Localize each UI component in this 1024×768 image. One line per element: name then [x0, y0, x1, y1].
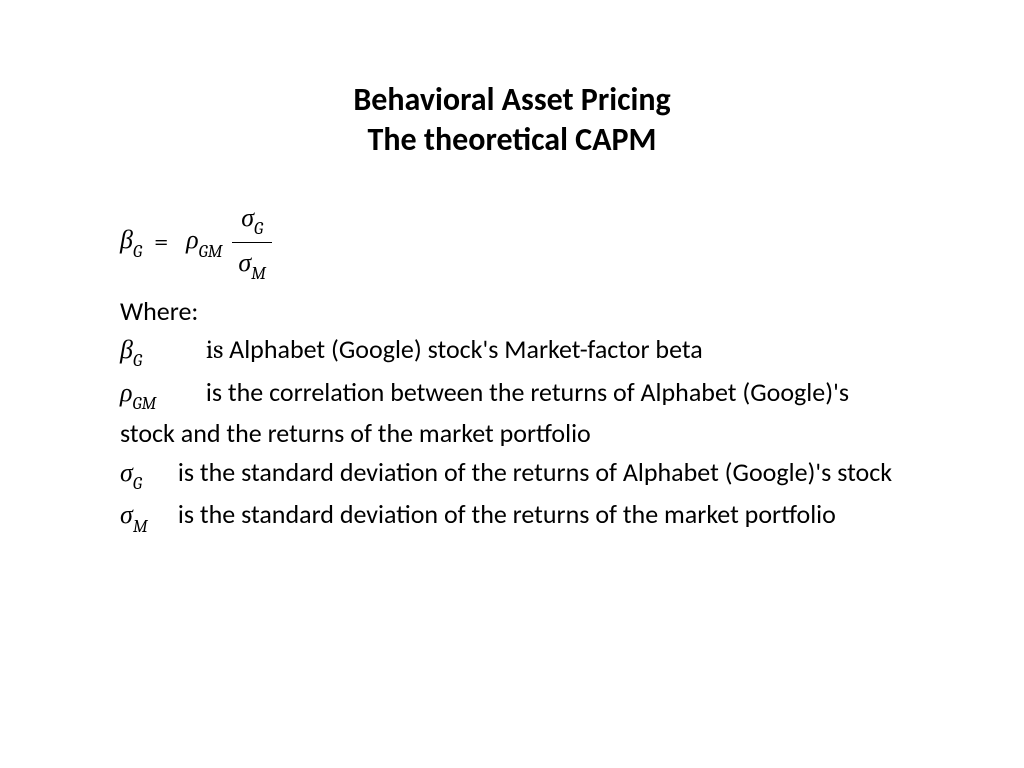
title-line-1: Behavioral Asset Pricing [120, 80, 904, 120]
definition-beta-g: βG is Alphabet (Google) stock's Market-f… [120, 331, 904, 372]
sigma-g-sub: G [133, 474, 142, 494]
rho-symbol: ρ [186, 225, 198, 255]
formula-fraction: σG σM [232, 200, 272, 285]
rho-subscript: GM [199, 242, 223, 262]
sigma-g-subscript: G [254, 219, 263, 239]
fraction-denominator: σM [232, 242, 272, 285]
def-beta-g-symbol: βG [120, 332, 200, 372]
rho-var: ρ [120, 378, 132, 408]
def-beta-g-text: Alphabet (Google) stock's Market-factor … [223, 333, 702, 365]
def-rho-gm-text: is the correlation between the returns o… [120, 376, 849, 449]
slide-title: Behavioral Asset Pricing The theoretical… [120, 80, 904, 160]
formula-rho: ρGM [180, 222, 222, 262]
definition-rho-gm: ρGM is the correlation between the retur… [120, 374, 904, 451]
rho-sub: GM [132, 394, 156, 414]
sigma-g-symbol: σ [241, 203, 254, 233]
sigma-m-symbol: σ [238, 248, 251, 278]
def-sigma-g-text: is the standard deviation of the returns… [178, 456, 892, 488]
beta-var: β [120, 335, 133, 365]
def-sigma-g-symbol: σG [120, 455, 172, 495]
equals-sign: = [154, 224, 168, 260]
def-sigma-m-text: is the standard deviation of the returns… [178, 498, 836, 530]
definition-sigma-m: σM is the standard deviation of the retu… [120, 496, 904, 537]
def-rho-gm-symbol: ρGM [120, 375, 200, 415]
formula-lhs: βG [120, 222, 142, 262]
slide-container: Behavioral Asset Pricing The theoretical… [0, 0, 1024, 768]
beta-sub: G [133, 351, 142, 371]
slide-content: βG = ρGM σG σM Where: βG is Alphabet (Go… [120, 200, 904, 537]
sigma-m-subscript: M [251, 264, 266, 284]
beta-subscript: G [133, 242, 142, 262]
sigma-g-var: σ [120, 458, 133, 488]
sigma-m-sub: M [133, 517, 148, 537]
fraction-numerator: σG [235, 200, 269, 242]
beta-formula: βG = ρGM σG σM [120, 200, 904, 285]
where-label: Where: [120, 293, 904, 329]
def-sigma-m-symbol: σM [120, 497, 172, 537]
beta-symbol: β [120, 225, 133, 255]
def-beta-g-is: is [206, 335, 223, 365]
title-line-2: The theoretical CAPM [120, 120, 904, 160]
sigma-m-var: σ [120, 500, 133, 530]
definition-sigma-g: σG is the standard deviation of the retu… [120, 454, 904, 495]
